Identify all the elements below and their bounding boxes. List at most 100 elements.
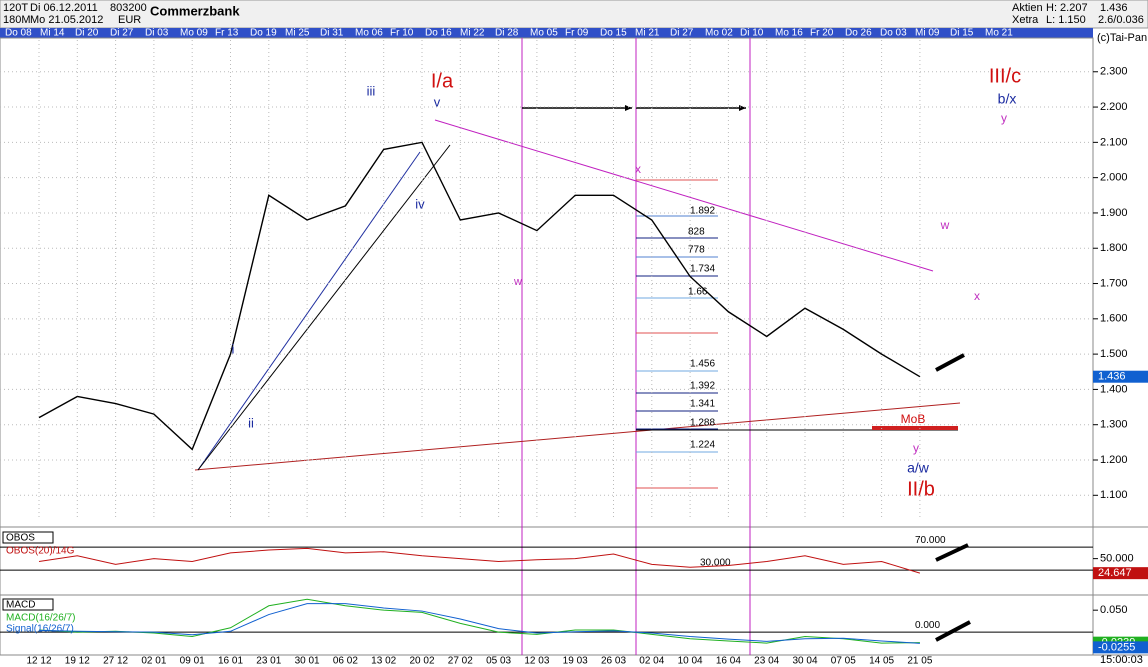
instrument-name: Commerzbank [150,3,240,18]
annotation: w [940,218,950,232]
date-label: Mo 02 [705,28,733,39]
date-label: Di 10 [740,28,764,39]
copyright: (c)Tai-Pan [1097,32,1147,44]
date-label: Di 20 [75,28,99,39]
x-tick-label: 14 05 [869,656,894,667]
trend-line [194,402,961,471]
last-value-box [1093,641,1148,654]
x-tick-label: 16 01 [218,656,243,667]
y-tick-label: 2.000 [1100,172,1128,184]
x-tick-label: 13 02 [371,656,396,667]
y-tick-label: 1.900 [1100,207,1128,219]
date-label: Di 03 [145,28,169,39]
date-label: Mi 14 [40,28,65,39]
annotation: x [974,289,980,303]
panel-label: OBOS [6,533,35,544]
trend-line [197,144,451,471]
arrow-head [739,105,746,111]
annotation: ii [248,415,254,430]
level-label: 30.000 [700,558,731,569]
annotation: a/w [907,460,930,476]
legend-entry: MACD(16/26/7) [6,613,75,624]
x-tick-label: 19 12 [65,656,90,667]
last: 1.436 [1100,2,1128,14]
date-bar [0,28,1093,38]
x-tick-label: 26 03 [601,656,626,667]
annotation: w [513,276,522,288]
low: L: 1.150 [1046,14,1086,26]
currency: EUR [118,14,141,26]
x-tick-label: 06 02 [333,656,358,667]
level-label: 0.000 [915,620,940,631]
annotation: MoB [901,412,926,426]
y-tick-label: 2.300 [1100,66,1128,78]
date-label: Do 19 [250,28,277,39]
x-tick-label: 21 05 [907,656,932,667]
date-label: Di 31 [320,28,344,39]
legend-entry: OBOS(20)/14G [6,546,75,557]
y-tick-label: 1.200 [1100,454,1128,466]
data-line [38,603,920,644]
date-label: Fr 10 [390,28,414,39]
x-tick-label: 27 12 [103,656,128,667]
date-label: Fr 09 [565,28,589,39]
annotation: iv [415,196,425,211]
date-label: Mi 22 [460,28,485,39]
date-label: Di 27 [670,28,694,39]
last-value: 24.647 [1098,567,1132,579]
projection [935,620,971,642]
date-label: Do 15 [600,28,627,39]
start-date: Di 06.12.2011 [30,2,98,14]
trend-line [197,151,421,471]
date-label: Di 27 [110,28,134,39]
end-date: Mo 21.05.2012 [30,14,103,26]
exchange: Xetra [1012,14,1039,26]
panel-label-box [2,598,54,611]
panel-label-box [2,531,54,544]
last-value-box [1093,370,1148,383]
x-tick-label: 23 04 [754,656,779,667]
annotation: 1.892 [690,206,715,217]
date-label: Mo 09 [180,28,208,39]
y-tick-label: 0.050 [1100,604,1128,616]
date-label: Mo 05 [530,28,558,39]
date-label: Fr 13 [215,28,239,39]
market-type: Aktien [1012,2,1043,14]
y-tick-label: 1.100 [1100,489,1128,501]
annotation: b/x [998,91,1017,107]
x-tick-label: 27 02 [448,656,473,667]
date-label: Mo 06 [355,28,383,39]
annotation: 828 [688,227,705,238]
date-label: Fr 20 [810,28,834,39]
annotation: i [232,341,235,356]
drawings [194,38,971,655]
date-label: Do 26 [845,28,872,39]
date-label: Mi 21 [635,28,660,39]
annotation: 1.341 [690,399,715,410]
date-label: Di 28 [495,28,519,39]
annotation: 778 [688,245,705,256]
arrow-head [625,105,632,111]
legend-entry: Signal(16/26/7) [6,624,74,635]
y-tick-label: 1.700 [1100,277,1128,289]
last-value: -0.0255 [1098,641,1135,653]
x-tick-label: 12 03 [524,656,549,667]
date-label: Di 15 [950,28,974,39]
x-tick-label: 19 03 [563,656,588,667]
date-label: Mi 25 [285,28,310,39]
annotation: v [434,94,441,109]
data-line [38,598,920,644]
date-label: Mo 16 [775,28,803,39]
date-label: Do 16 [425,28,452,39]
x-tick-label: 02 01 [141,656,166,667]
x-tick-label: 05 03 [486,656,511,667]
data-line [38,141,921,451]
x-tick-label: 10 04 [678,656,703,667]
last-value: 1.436 [1098,371,1126,383]
x-tick-label: 09 01 [180,656,205,667]
x-tick-label: 16 04 [716,656,741,667]
x-tick-label: 23 01 [256,656,281,667]
panel-label: MACD [6,600,35,611]
